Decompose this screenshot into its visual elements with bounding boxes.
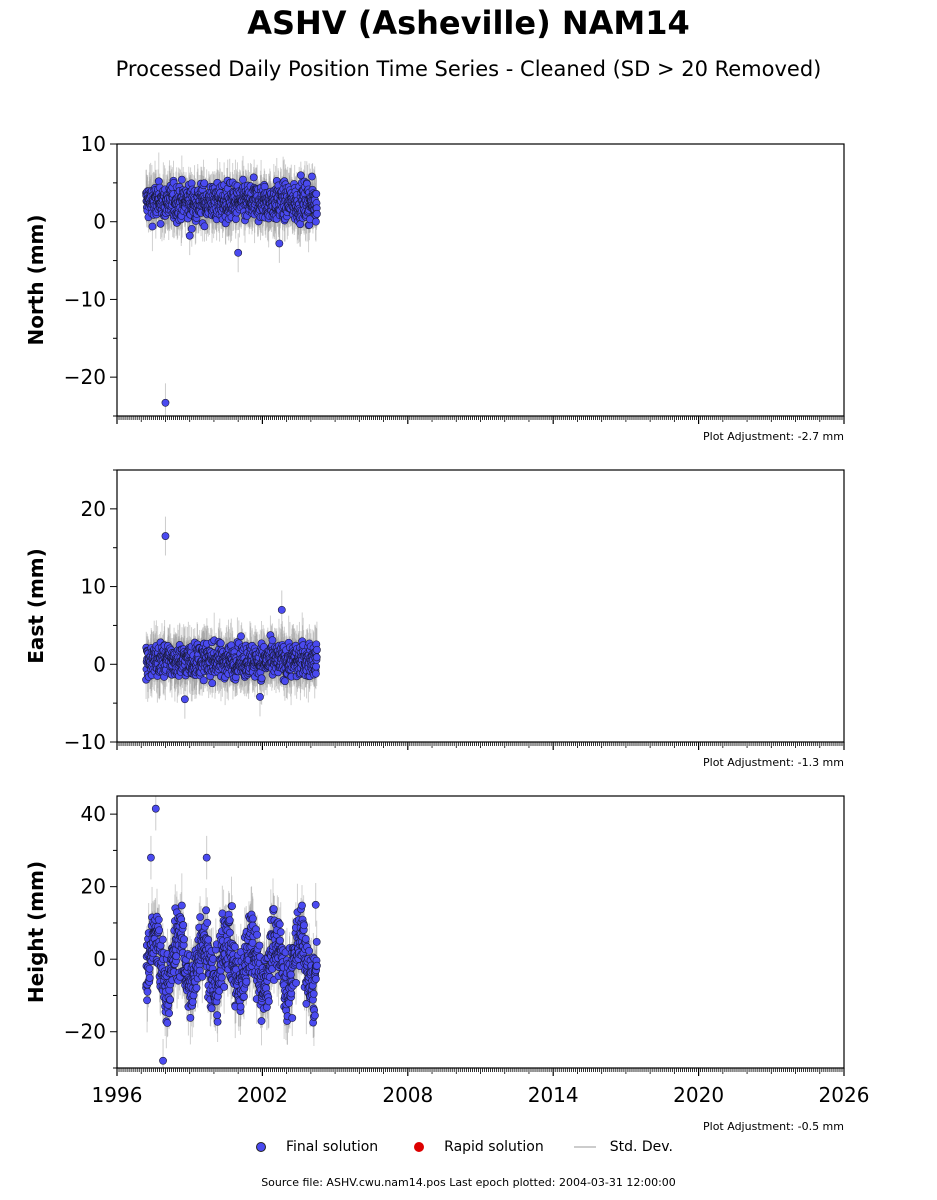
outlier-point	[256, 693, 264, 701]
data-point	[187, 224, 196, 233]
plot-adjustment-note: Plot Adjustment: -1.3 mm	[703, 756, 844, 769]
y-tick-label: −10	[64, 730, 106, 754]
data-point	[308, 172, 316, 181]
data-point	[148, 222, 157, 231]
y-tick-label: 0	[93, 652, 106, 676]
outlier-point	[161, 532, 170, 540]
outlier-point	[185, 231, 194, 240]
chart-subtitle: Processed Daily Position Time Series - C…	[115, 57, 822, 81]
data-point	[281, 677, 289, 686]
y-tick-label: 0	[93, 210, 106, 234]
outlier-point	[234, 248, 243, 257]
y-tick-label: 10	[81, 575, 106, 599]
y-axis-label: North (mm)	[24, 214, 48, 345]
chart-title: ASHV (Asheville) NAM14	[247, 4, 690, 42]
data-point	[154, 177, 163, 186]
outlier-point	[275, 239, 284, 248]
data-point	[208, 679, 217, 688]
outlier-point	[161, 398, 170, 407]
data-point	[239, 175, 247, 184]
outlier-point	[180, 695, 189, 704]
data-point	[249, 173, 258, 182]
panel-0: −20 −10 0 10 North (mm) Plot Adjustment: -2.7…	[24, 132, 845, 443]
data-point	[231, 215, 240, 223]
data-point	[257, 674, 266, 683]
data-point	[268, 636, 277, 645]
data-point	[312, 189, 321, 198]
outlier-point	[277, 605, 286, 614]
std-dev-bars	[145, 516, 318, 719]
data-point	[312, 653, 321, 662]
data-points	[142, 532, 321, 704]
y-axis-label: East (mm)	[24, 548, 48, 664]
data-point	[216, 639, 225, 648]
data-point	[156, 219, 165, 228]
data-point	[237, 632, 245, 641]
data-point	[200, 222, 209, 231]
data-point	[199, 676, 208, 685]
data-point	[313, 645, 321, 654]
y-tick-label: −20	[64, 365, 106, 389]
panel-1: −10 0 10 20 East (mm) Plot Adjustment: -1.3 m…	[24, 469, 845, 769]
axes-frame	[116, 469, 845, 743]
data-point	[200, 179, 209, 188]
y-tick-label: −10	[64, 287, 106, 311]
data-point	[177, 175, 186, 184]
data-points	[142, 171, 321, 407]
plot-adjustment-note: Plot Adjustment: -2.7 mm	[703, 430, 844, 443]
data-point	[313, 209, 321, 218]
data-point	[312, 217, 320, 226]
data-point	[312, 662, 321, 671]
y-tick-label: 20	[81, 497, 106, 521]
data-point	[312, 669, 320, 678]
y-tick-label: 10	[81, 132, 106, 156]
